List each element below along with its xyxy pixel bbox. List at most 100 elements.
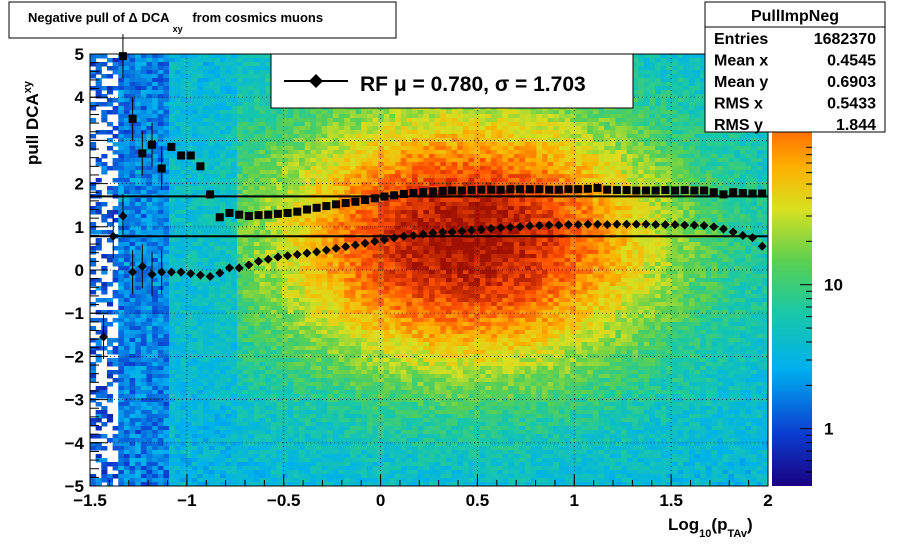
y-tick-label: 1: [75, 218, 84, 237]
square-marker: [264, 211, 272, 219]
stats-label: Mean y: [714, 74, 768, 91]
square-marker: [729, 188, 737, 196]
square-marker: [477, 186, 485, 194]
square-marker: [700, 187, 708, 195]
square-marker: [545, 186, 553, 194]
stats-label: RMS y: [714, 117, 763, 134]
x-tick-label: 0.5: [466, 491, 490, 510]
square-marker: [216, 213, 224, 221]
square-marker: [526, 185, 534, 193]
y-tick-label: 2: [75, 175, 84, 194]
x-tick-label: 1.5: [659, 491, 683, 510]
square-marker: [516, 185, 524, 193]
x-tick-label: 1: [570, 491, 579, 510]
square-marker: [429, 187, 437, 195]
square-marker: [351, 198, 359, 206]
square-marker: [322, 202, 330, 210]
square-marker: [235, 211, 243, 219]
title-subscript: xy: [173, 24, 183, 34]
x-tick-label: 2: [763, 491, 772, 510]
square-marker: [196, 162, 204, 170]
square-marker: [274, 210, 282, 218]
square-marker: [506, 185, 514, 193]
stats-value: 0.6903: [827, 74, 876, 91]
x-tick-label: 0: [376, 491, 385, 510]
square-marker: [487, 186, 495, 194]
square-marker: [623, 186, 631, 194]
square-marker: [313, 204, 321, 212]
stats-value: 1682370: [814, 31, 876, 48]
y-tick-label: −2: [65, 347, 84, 366]
x-axis-label: Log10(pTAv): [668, 515, 753, 540]
square-marker: [749, 190, 757, 198]
square-marker: [594, 184, 602, 192]
square-marker: [148, 141, 156, 149]
colorbar-tick-label: 1: [824, 420, 833, 439]
square-marker: [138, 149, 146, 157]
title-suffix: from cosmics muons: [192, 10, 323, 25]
square-marker: [448, 187, 456, 195]
square-marker: [419, 188, 427, 196]
stats-value: 1.844: [836, 117, 876, 134]
square-marker: [613, 186, 621, 194]
x-tick-label: −0.5: [267, 491, 301, 510]
stats-label: Entries: [714, 31, 768, 48]
square-marker: [177, 152, 185, 160]
square-marker: [681, 186, 689, 194]
square-marker: [342, 199, 350, 207]
square-marker: [390, 191, 398, 199]
square-marker: [303, 206, 311, 214]
square-marker: [119, 52, 127, 60]
square-marker: [158, 164, 166, 172]
square-marker: [652, 187, 660, 195]
square-marker: [255, 211, 263, 219]
square-marker: [400, 190, 408, 198]
stats-label: RMS x: [714, 96, 763, 113]
square-marker: [206, 190, 214, 198]
square-marker: [632, 187, 640, 195]
y-axis-label: pull DCAxy: [22, 80, 42, 165]
y-tick-label: −1: [65, 304, 84, 323]
colorbar-tick-label: 10: [824, 276, 843, 295]
square-marker: [332, 200, 340, 208]
square-marker: [758, 190, 766, 198]
y-tick-label: 4: [75, 88, 85, 107]
square-marker: [564, 185, 572, 193]
y-tick-label: 0: [75, 261, 84, 280]
stats-value: 0.4545: [827, 53, 876, 70]
y-tick-label: 5: [75, 45, 84, 64]
square-marker: [555, 186, 563, 194]
square-marker: [671, 187, 679, 195]
square-marker: [225, 209, 233, 217]
square-marker: [361, 196, 369, 204]
stats-value: 0.5433: [827, 96, 876, 113]
square-marker: [167, 143, 175, 151]
square-marker: [439, 187, 447, 195]
square-marker: [497, 186, 505, 194]
square-marker: [603, 186, 611, 194]
x-tick-label: −1: [177, 491, 196, 510]
title-text: Negative pull of Δ DCA: [28, 10, 170, 25]
square-marker: [661, 186, 669, 194]
y-tick-label: −3: [65, 391, 84, 410]
y-tick-label: 3: [75, 131, 84, 150]
square-marker: [535, 185, 543, 193]
square-marker: [129, 115, 137, 123]
square-marker: [642, 187, 650, 195]
square-marker: [458, 187, 466, 195]
square-marker: [371, 194, 379, 202]
square-marker: [739, 189, 747, 197]
title-box: Negative pull of Δ DCA xy from cosmics m…: [9, 2, 396, 38]
square-marker: [710, 188, 718, 196]
square-marker: [380, 193, 388, 201]
legend: RF μ = 0.780, σ = 1.703: [271, 54, 633, 108]
square-marker: [187, 152, 195, 160]
square-marker: [574, 185, 582, 193]
square-marker: [245, 212, 253, 220]
square-marker: [284, 209, 292, 217]
square-marker: [293, 208, 301, 216]
y-tick-label: −4: [65, 434, 85, 453]
